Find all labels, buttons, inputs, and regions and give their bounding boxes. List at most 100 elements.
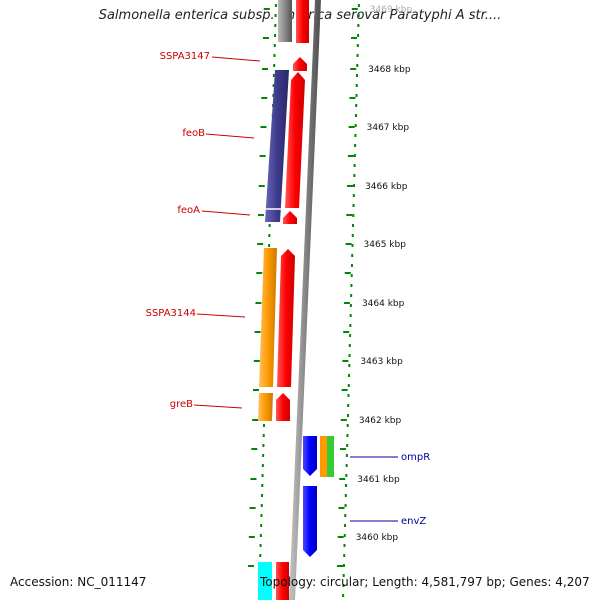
ring-dot	[357, 4, 360, 7]
gene-arrow-envz	[303, 486, 317, 557]
ring-dot	[268, 244, 271, 247]
ring-dot	[272, 74, 275, 77]
ring-dot	[356, 64, 359, 67]
ring-dot	[349, 324, 352, 327]
ring-dot	[350, 274, 353, 277]
ring-dot	[274, 34, 277, 37]
ruler-tick-mark	[247, 565, 254, 567]
ruler-tick-mark	[346, 214, 353, 216]
ruler-tick-mark	[263, 8, 270, 10]
ruler-tick-mark	[351, 37, 358, 39]
ring-dot	[351, 234, 354, 237]
ring-dot	[357, 14, 360, 17]
gene-arrow-ompr	[303, 436, 317, 476]
ring-dot	[346, 414, 349, 417]
gene-block-sspa3144	[259, 248, 277, 387]
ring-dot	[262, 434, 265, 437]
ring-dot	[356, 74, 359, 77]
ruler-label: 3463 kbp	[360, 357, 403, 367]
leader-sspa3144	[196, 313, 246, 318]
gene-label-sspa3144[interactable]: SSPA3144	[146, 308, 196, 319]
gene-label-feob[interactable]: feoB	[182, 128, 205, 139]
ruler-label: 3468 kbp	[368, 65, 411, 75]
ring-dot	[273, 64, 276, 67]
gene-arrow-greb-red	[276, 393, 290, 421]
ring-dot	[355, 94, 358, 97]
ring-dot	[259, 554, 262, 557]
ring-dot	[351, 254, 354, 257]
ruler-label: 3466 kbp	[365, 182, 408, 192]
ruler-tick-mark	[339, 478, 346, 480]
ring-dot	[350, 284, 353, 287]
ruler-tick-mark	[343, 331, 350, 333]
ruler-tick-mark	[350, 68, 357, 70]
ring-dot	[348, 374, 351, 377]
ring-dot	[259, 544, 262, 547]
ring-dot	[354, 144, 357, 147]
gene-arrow-feoa-red	[283, 211, 297, 224]
gene-arrow-sspa3147	[293, 57, 307, 71]
ruler-label: 3462 kbp	[359, 416, 402, 426]
ruler-tick-mark	[336, 565, 343, 567]
ruler-tick-mark	[255, 302, 262, 304]
gene-block-top-gray	[278, 0, 292, 42]
ring-dot	[350, 294, 353, 297]
ring-dot	[344, 514, 347, 517]
ring-dot	[350, 264, 353, 267]
ring-dot	[273, 54, 276, 57]
gene-label-sspa3147[interactable]: SSPA3147	[160, 51, 210, 62]
ring-dot	[346, 444, 349, 447]
ruler-tick-mark	[249, 507, 256, 509]
ruler-tick-mark	[343, 302, 350, 304]
ring-dot	[354, 134, 357, 137]
ring-dot	[274, 24, 277, 27]
ring-dot	[353, 184, 356, 187]
ruler-tick-mark	[262, 68, 269, 70]
gene-label-feoa[interactable]: feoA	[177, 205, 200, 216]
ruler-tick-mark	[252, 389, 259, 391]
ruler-tick-mark	[254, 331, 261, 333]
ring-dot	[344, 524, 347, 527]
ring-dot	[345, 474, 348, 477]
ruler-tick-mark	[251, 448, 258, 450]
ring-dot	[262, 424, 265, 427]
ring-dot	[349, 304, 352, 307]
backbone-arc	[289, 0, 321, 600]
leader-feoa	[201, 210, 251, 216]
gene-block-ompr-green	[327, 436, 334, 477]
ruler: 3469 kbp 3468 kbp 3467 kbp 3466 kbp 3465 kbp…	[356, 5, 413, 543]
ring-dot	[260, 524, 263, 527]
ring-dot	[342, 564, 345, 567]
ruler-tick-mark	[260, 126, 267, 128]
ring-dot	[352, 214, 355, 217]
ring-dot	[260, 504, 263, 507]
ring-dot	[343, 554, 346, 557]
ruler-tick-mark	[340, 419, 347, 421]
ring-dot	[346, 434, 349, 437]
leader-sspa3147	[211, 56, 261, 62]
ring-dot	[349, 334, 352, 337]
gene-label-envz[interactable]: envZ	[401, 516, 426, 527]
ring-dot	[343, 544, 346, 547]
ruler-tick-mark	[344, 272, 351, 274]
ring-dot	[268, 234, 271, 237]
gene-block-ompr-orange	[320, 436, 327, 477]
ruler-tick-mark	[248, 536, 255, 538]
ring-dot	[343, 534, 346, 537]
gene-label-ompr[interactable]: ompR	[401, 452, 430, 463]
ring-dot	[357, 34, 360, 37]
ring-dot	[356, 54, 359, 57]
gene-label-greb[interactable]: greB	[170, 399, 193, 410]
ruler-tick-mark	[337, 536, 344, 538]
ruler-label: 3461 kbp	[357, 475, 400, 485]
ring-dot	[355, 84, 358, 87]
ruler-tick-mark	[252, 419, 259, 421]
ring-dot	[261, 474, 264, 477]
ring-dot	[274, 4, 277, 7]
ring-dot	[342, 594, 345, 597]
ruler-tick-mark	[257, 214, 264, 216]
ring-dot	[345, 454, 348, 457]
ring-dot	[344, 504, 347, 507]
